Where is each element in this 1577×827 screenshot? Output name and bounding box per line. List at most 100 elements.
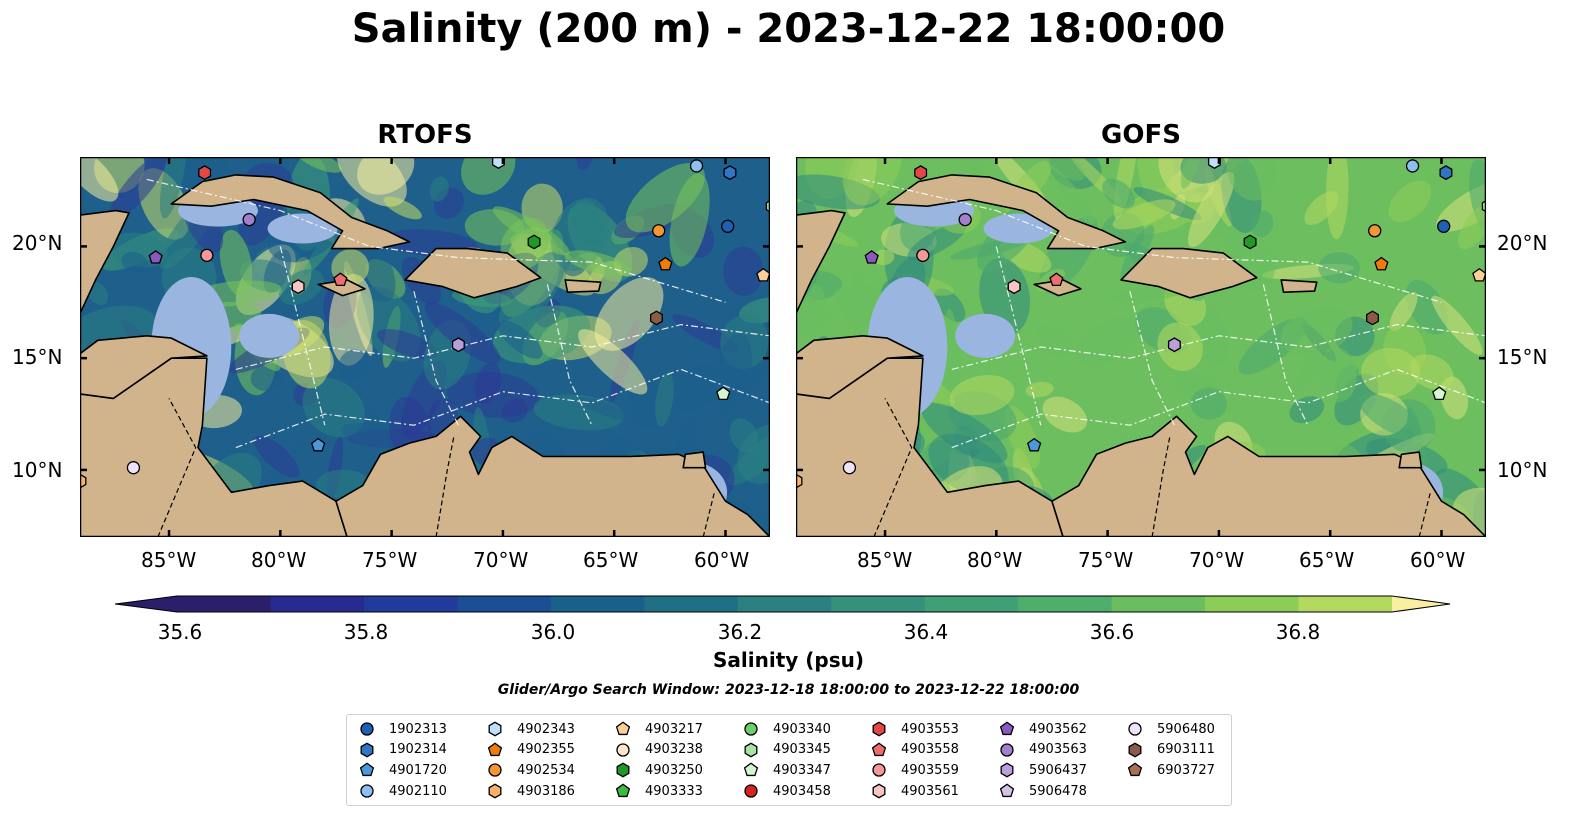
circle-marker-icon <box>872 763 886 778</box>
legend-item: 4903340 <box>743 719 831 740</box>
float-marker-4903186 <box>796 473 803 489</box>
legend-label: 4903561 <box>901 783 959 799</box>
legend-marker-4902534 <box>488 763 502 778</box>
pentagon-marker-icon <box>999 721 1015 736</box>
legend-marker-5906437 <box>1000 763 1014 778</box>
pentagon-marker-icon <box>999 783 1015 798</box>
float-marker-4903250 <box>1243 234 1257 250</box>
panel-title-rtofs: RTOFS <box>377 120 473 150</box>
legend-item: 6903111 <box>1127 740 1215 761</box>
hexagon-marker-icon <box>1128 742 1142 758</box>
pentagon-marker-icon <box>871 742 887 756</box>
legend-label: 5906478 <box>1029 783 1087 799</box>
circle-marker-icon <box>488 763 502 778</box>
legend-label: 4903562 <box>1029 721 1087 737</box>
map-panel-gofs <box>796 157 1486 537</box>
float-legend: 1902313 1902314 4901720 4902110 4902343 49023… <box>346 714 1232 806</box>
legend-marker-4903250 <box>616 763 630 778</box>
legend-marker-4903333 <box>615 783 631 798</box>
colorbar-label: Salinity (psu) <box>712 648 864 672</box>
float-marker-4903347 <box>716 386 731 401</box>
lon-tick-label: 60°W <box>1410 548 1466 572</box>
search-window-text: Glider/Argo Search Window: 2023-12-18 18… <box>497 682 1080 698</box>
legend-label: 5906437 <box>1029 762 1087 778</box>
legend-item: 4903553 <box>871 719 959 740</box>
float-marker-4903563 <box>242 212 256 227</box>
legend-marker-4903553 <box>872 721 886 737</box>
float-marker-1902313 <box>1437 219 1451 233</box>
float-marker-1902314 <box>723 165 737 181</box>
lat-tick-label: 20°N <box>12 231 63 255</box>
legend-item: 4903347 <box>743 760 831 781</box>
colorbar-over-arrow <box>1392 596 1450 612</box>
float-marker-4901720 <box>311 437 326 452</box>
lat-tick-label: 10°N <box>12 458 63 482</box>
float-marker-4903217 <box>1472 267 1486 282</box>
float-marker-1902314 <box>1439 165 1453 181</box>
float-marker-6903111 <box>650 310 663 326</box>
colorbar-tick-label: 35.6 <box>157 620 203 644</box>
float-marker-5906437 <box>1167 337 1181 353</box>
panel-title-gofs: GOFS <box>1101 120 1181 150</box>
hexagon-marker-icon <box>488 783 502 799</box>
hexagon-marker-icon <box>872 783 886 799</box>
legend-item: 4902343 <box>487 719 575 740</box>
legend-label: 4902343 <box>517 721 575 737</box>
pentagon-marker-icon <box>615 783 631 798</box>
legend-marker-6903111 <box>1128 742 1142 758</box>
colorbar-tick-label: 36.2 <box>717 620 763 644</box>
float-marker-4902110 <box>1405 159 1420 173</box>
float-marker-4903559 <box>916 248 930 263</box>
colorbar-bin <box>177 596 271 612</box>
legend-label: 4903238 <box>645 742 703 758</box>
legend-label: 6903111 <box>1157 742 1215 758</box>
hexagon-marker-icon <box>360 742 374 758</box>
legend-marker-4903561 <box>872 783 886 799</box>
colorbar-bin <box>1205 596 1300 612</box>
legend-marker-1902314 <box>360 742 374 758</box>
hexagon-marker-icon <box>488 721 502 737</box>
float-marker-4903186 <box>80 473 87 489</box>
float-marker-4903553 <box>914 165 928 181</box>
float-marker-4903558 <box>1049 272 1064 287</box>
legend-label: 4903250 <box>645 762 703 778</box>
float-marker-4903561 <box>1007 279 1021 295</box>
legend-item: 4903563 <box>999 740 1087 761</box>
lon-tick-label: 65°W <box>583 548 639 572</box>
hexagon-marker-icon <box>616 763 630 778</box>
legend-item: 1902314 <box>359 740 447 761</box>
legend-label: 5906480 <box>1157 721 1215 737</box>
circle-marker-icon <box>744 784 758 798</box>
float-marker-4903559 <box>200 248 214 263</box>
float-marker-4903347 <box>1432 386 1447 401</box>
float-marker-4903553 <box>198 165 212 181</box>
legend-item: 4902355 <box>487 740 575 761</box>
legend-label: 4903558 <box>901 742 959 758</box>
colorbar-bin <box>363 596 458 612</box>
lon-tick-label: 75°W <box>362 548 418 572</box>
legend-item: 4903186 <box>487 781 575 802</box>
float-marker-4903561 <box>291 279 305 295</box>
colorbar-bin <box>457 596 552 612</box>
legend-item: 5906480 <box>1127 719 1215 740</box>
colorbar-bin <box>1298 596 1393 612</box>
legend-marker-4902110 <box>360 784 374 798</box>
map-panel-rtofs <box>80 157 770 537</box>
float-marker-5906480 <box>126 461 141 475</box>
legend-column: 4902343 4902355 4902534 4903186 <box>487 719 575 801</box>
float-marker-6903111 <box>1366 310 1379 326</box>
legend-item: 5906437 <box>999 760 1087 781</box>
legend-marker-1902313 <box>360 722 374 736</box>
legend-column: 4903217 4903238 4903250 4903333 <box>615 719 703 801</box>
legend-item: 4901720 <box>359 760 447 781</box>
legend-item: 4903458 <box>743 781 831 802</box>
salinity-map-rtofs <box>80 157 770 537</box>
legend-label: 4902110 <box>389 783 447 799</box>
circle-marker-icon <box>1128 722 1142 736</box>
colorbar-bin <box>270 596 365 612</box>
legend-label: 4903186 <box>517 783 575 799</box>
circle-marker-icon <box>360 784 374 798</box>
pentagon-marker-icon <box>1127 762 1143 777</box>
lat-tick-label: 15°N <box>1497 345 1548 369</box>
pentagon-marker-icon <box>359 762 375 777</box>
